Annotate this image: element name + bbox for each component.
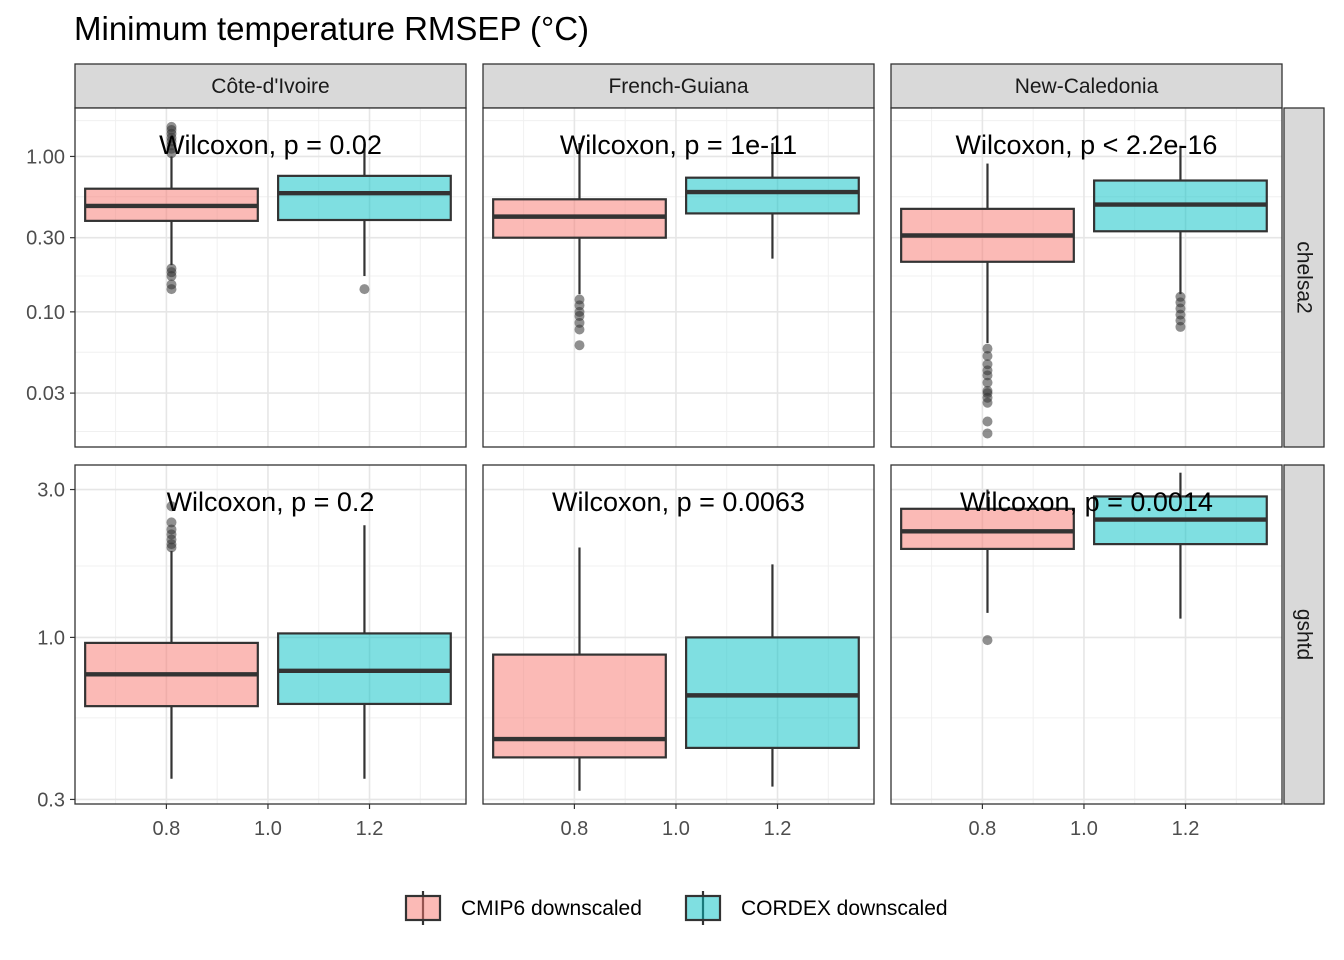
panel-gshtd-new-caledonia: Wilcoxon, p = 0.0014: [890, 464, 1283, 805]
strip-background: [890, 63, 1283, 109]
wilcoxon-annotation: Wilcoxon, p < 2.2e-16: [956, 130, 1218, 160]
outlier-point: [982, 428, 993, 439]
x-tick-label: 1.0: [1070, 818, 1098, 840]
legend-label: CMIP6 downscaled: [461, 897, 642, 920]
panel-border: [74, 107, 467, 448]
box-cmip6-downscaled: [84, 501, 259, 779]
wilcoxon-annotation: Wilcoxon, p = 0.2: [167, 487, 375, 517]
x-tick-label: 0.8: [560, 818, 588, 840]
legend: CMIP6 downscaled CORDEX downscaled: [404, 891, 948, 925]
outlier-point: [982, 416, 993, 427]
facet-panels: Côte-d'Ivoire French-Guiana New-Caledonia c…: [26, 63, 1325, 840]
box-cordex-downscaled: [1093, 145, 1268, 332]
legend-key-box: [684, 894, 722, 922]
strip-background: [1283, 107, 1325, 448]
x-tick-label: 0.8: [968, 818, 996, 840]
panel-border: [482, 107, 875, 448]
panel-border: [482, 464, 875, 805]
strip-background: [74, 63, 467, 109]
panel-background: [891, 108, 1282, 447]
box-cordex-downscaled: [1093, 472, 1268, 619]
strip-label: chelsa2: [1293, 241, 1316, 313]
legend-key-box: [404, 894, 442, 922]
y-tick-label: 0.03: [26, 383, 65, 405]
strip-label: Côte-d'Ivoire: [211, 75, 329, 98]
legend-label: CORDEX downscaled: [741, 897, 948, 920]
wilcoxon-annotation: Wilcoxon, p = 0.0063: [552, 487, 805, 517]
box-cordex-downscaled: [685, 564, 860, 787]
x-tick-label: 0.8: [152, 818, 180, 840]
strip-gshtd: gshtd: [1283, 464, 1325, 805]
outlier-point: [982, 343, 993, 354]
wilcoxon-annotation: Wilcoxon, p = 0.02: [159, 130, 382, 160]
chart-title: Minimum temperature RMSEP (°C): [74, 10, 589, 47]
outlier-point: [166, 501, 177, 512]
box-cordex-downscaled: [685, 143, 860, 259]
strip-label: gshtd: [1293, 609, 1316, 660]
outlier-point: [574, 340, 585, 351]
strip-french-guiana: French-Guiana: [482, 63, 875, 109]
box-iqr: [900, 507, 1075, 551]
y-tick-label: 1.00: [26, 146, 65, 168]
outlier-point: [982, 359, 993, 370]
legend-item-cmip6-downscaled: CMIP6 downscaled: [404, 891, 642, 925]
panel-background: [75, 108, 466, 447]
panel-gshtd-french-guiana: Wilcoxon, p = 0.0063: [482, 464, 875, 805]
strip-label: French-Guiana: [608, 75, 748, 98]
panel-chelsa2-new-caledonia: Wilcoxon, p < 2.2e-16: [890, 107, 1283, 448]
box-iqr: [685, 636, 860, 749]
outlier-point: [166, 517, 177, 528]
x-tick-label: 1.2: [356, 818, 384, 840]
outlier-point: [982, 377, 993, 388]
panel-chelsa2-french-guiana: Wilcoxon, p = 1e-11: [482, 107, 875, 448]
outlier-point: [166, 279, 177, 290]
panel-background: [483, 108, 874, 447]
box-cordex-downscaled: [277, 525, 452, 779]
outlier-point: [574, 294, 585, 305]
box-iqr: [492, 653, 667, 759]
x-tick-label: 1.2: [764, 818, 792, 840]
box-iqr: [685, 176, 860, 215]
y-tick-label: 1.0: [37, 627, 65, 649]
y-tick-label: 0.3: [37, 789, 65, 811]
strip-chelsa2: chelsa2: [1283, 107, 1325, 448]
box-cmip6-downscaled: [84, 121, 259, 295]
panel-border: [890, 107, 1283, 448]
box-cordex-downscaled: [277, 144, 452, 295]
wilcoxon-annotation: Wilcoxon, p = 1e-11: [560, 130, 797, 160]
box-cmip6-downscaled: [492, 143, 667, 351]
box-cmip6-downscaled: [492, 547, 667, 791]
x-tick-label: 1.2: [1172, 818, 1200, 840]
strip-background: [1283, 464, 1325, 805]
strip-background: [482, 63, 875, 109]
outlier-point: [982, 385, 993, 396]
outlier-point: [1175, 291, 1186, 302]
y-tick-label: 3.0: [37, 480, 65, 502]
outlier-point: [982, 635, 993, 646]
panel-border: [890, 464, 1283, 805]
x-tick-label: 1.0: [254, 818, 282, 840]
outlier-point: [359, 284, 370, 295]
y-tick-label: 0.10: [26, 302, 65, 324]
box-iqr: [277, 174, 452, 222]
legend-item-cordex-downscaled: CORDEX downscaled: [684, 891, 948, 925]
box-cmip6-downscaled: [900, 489, 1075, 646]
y-tick-label: 0.30: [26, 228, 65, 250]
panel-border: [74, 464, 467, 805]
outlier-point: [166, 263, 177, 274]
panel-chelsa2-cote-d-ivoire: Wilcoxon, p = 0.02: [74, 107, 467, 448]
outlier-point: [166, 524, 177, 535]
x-tick-label: 1.0: [662, 818, 690, 840]
wilcoxon-annotation: Wilcoxon, p = 0.0014: [960, 487, 1213, 517]
strip-label: New-Caledonia: [1015, 75, 1159, 98]
box-cmip6-downscaled: [900, 163, 1075, 439]
outlier-point: [166, 121, 177, 132]
strip-new-caledonia: New-Caledonia: [890, 63, 1283, 109]
strip-cote-d-ivoire: Côte-d'Ivoire: [74, 63, 467, 109]
panel-gshtd-cote-d-ivoire: Wilcoxon, p = 0.2: [74, 464, 467, 805]
outlier-point: [982, 350, 993, 361]
